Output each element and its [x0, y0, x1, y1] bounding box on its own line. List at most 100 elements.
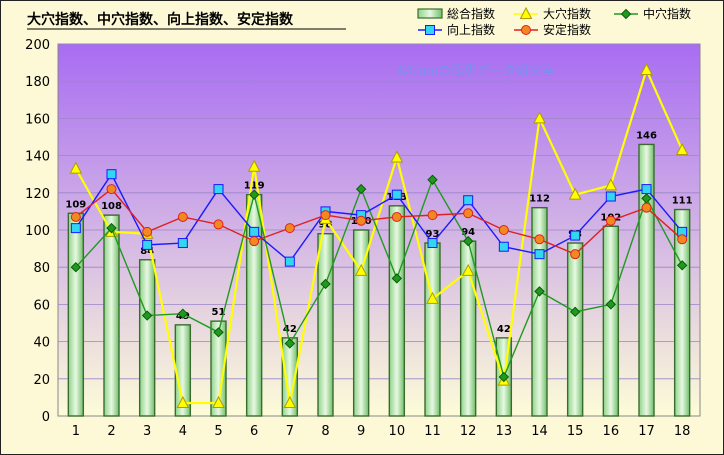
y-tick-label: 80 — [33, 261, 50, 276]
square-marker — [284, 256, 295, 267]
circle-marker — [70, 211, 81, 222]
circle-marker — [427, 210, 438, 221]
triangle-marker — [69, 161, 83, 174]
triangle-marker — [461, 263, 475, 276]
square-marker — [142, 239, 153, 250]
triangle-marker — [283, 395, 297, 408]
square-marker — [427, 238, 438, 249]
bar-data-label: 42 — [283, 324, 297, 335]
circle-marker — [463, 208, 474, 219]
bar-data-label: 146 — [636, 130, 657, 141]
square-marker — [570, 230, 581, 241]
circle-marker — [106, 184, 117, 195]
circle-marker — [534, 234, 545, 245]
series-diamond — [70, 174, 688, 383]
x-tick-label: 12 — [460, 424, 477, 439]
legend-item: 向上指数 — [418, 22, 495, 37]
series-line — [75, 178, 683, 380]
diamond-marker — [106, 222, 117, 234]
series-line — [74, 66, 684, 405]
bar — [673, 208, 691, 417]
y-tick-label: 40 — [33, 336, 50, 351]
legend-label: 向上指数 — [447, 22, 495, 37]
x-tick-label: 7 — [286, 424, 294, 439]
bar — [638, 143, 655, 417]
gridlines — [58, 43, 700, 380]
series-square — [70, 169, 688, 267]
diamond-marker — [569, 306, 581, 318]
triangle-marker — [640, 62, 653, 76]
y-tick-label: 100 — [25, 224, 50, 239]
circle-marker — [570, 249, 581, 260]
diamond-marker — [355, 183, 367, 195]
triangle-marker — [568, 187, 582, 200]
triangle-marker — [390, 150, 404, 163]
circle-marker — [605, 215, 616, 226]
diamond-marker — [141, 310, 153, 321]
bar-data-label: 94 — [461, 227, 475, 238]
square-marker — [70, 223, 81, 234]
x-tick-label: 10 — [389, 424, 406, 439]
diamond-marker — [248, 189, 260, 200]
y-tick-label: 120 — [25, 187, 50, 202]
bar-data-label: 119 — [244, 181, 265, 192]
diamond-marker — [676, 260, 688, 271]
legend-label: 中穴指数 — [643, 6, 691, 21]
circle-marker — [391, 211, 402, 222]
circle-marker — [142, 226, 153, 237]
x-tick-label: 18 — [674, 424, 691, 439]
diamond-marker — [534, 286, 545, 297]
triangle-marker — [519, 6, 533, 19]
y-tick-label: 60 — [33, 298, 50, 313]
y-tick-label: 140 — [25, 150, 50, 165]
triangle-marker — [604, 178, 618, 191]
square-marker — [463, 195, 474, 206]
bar — [317, 233, 334, 417]
series-line — [75, 172, 683, 263]
y-tick-label: 20 — [33, 373, 50, 388]
x-tick-label: 8 — [321, 424, 329, 439]
legend-label: 総合指数 — [447, 6, 495, 21]
bar — [424, 242, 441, 417]
legend-item: 中穴指数 — [614, 6, 691, 21]
circle-marker — [677, 234, 688, 245]
square-marker — [498, 241, 509, 252]
y-tick-label: 160 — [25, 112, 50, 127]
x-tick-label: 9 — [357, 424, 365, 439]
x-tick-label: 2 — [107, 424, 115, 439]
y-tick-label: 0 — [42, 410, 50, 425]
x-tick-label: 4 — [179, 424, 187, 439]
circle-marker — [521, 25, 531, 35]
triangle-marker — [675, 142, 689, 156]
x-tick-label: 13 — [496, 424, 513, 439]
x-tick-label: 6 — [250, 424, 258, 439]
y-tick-label: 180 — [25, 75, 50, 90]
circle-marker — [641, 202, 652, 213]
bar — [566, 242, 584, 417]
diamond-marker — [320, 278, 331, 290]
square-marker — [605, 191, 616, 202]
bar-data-label: 98 — [319, 220, 333, 231]
legend-swatch — [417, 8, 443, 19]
square-marker — [177, 238, 188, 249]
circle-marker — [249, 236, 260, 247]
bar — [103, 214, 120, 417]
watermark: ©Caniの競馬データ研究室 — [396, 63, 555, 79]
square-marker — [534, 249, 545, 260]
circle-marker — [177, 211, 188, 222]
series-triangle — [69, 62, 689, 408]
circle-marker — [356, 215, 367, 226]
triangle-marker — [426, 291, 439, 304]
bar — [210, 320, 227, 417]
bar-data-label: 109 — [65, 199, 86, 210]
x-tick-label: 14 — [531, 424, 548, 439]
bar-data-label: 111 — [672, 196, 693, 207]
circle-marker — [320, 210, 331, 221]
y-axis-ticks: 0 20 40 60 80 100 120 140 160 180 200 — [25, 38, 50, 425]
diamond-marker — [427, 174, 438, 185]
bar-data-label: 93 — [426, 229, 440, 240]
x-tick-label: 11 — [424, 424, 441, 439]
